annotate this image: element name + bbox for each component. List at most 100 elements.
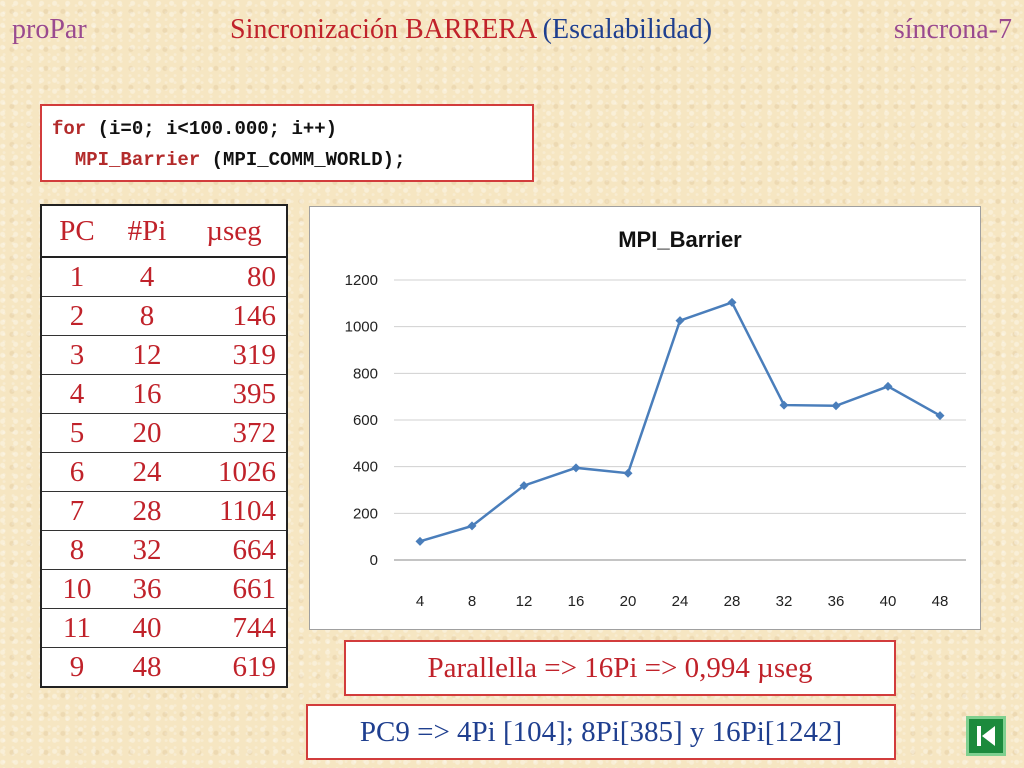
code-keyword-for: for — [52, 118, 87, 140]
data-point — [571, 463, 581, 473]
code-indent — [52, 149, 75, 171]
table-body: 1 4 80 2 8 146 3 12 319 4 16 395 5 20 372 6 24 1026 7 28 110… — [42, 257, 286, 686]
cell-pi: 16 — [112, 374, 182, 414]
data-point — [675, 316, 685, 326]
pc9-note: PC9 => 4Pi [104]; 8Pi[385] y 16Pi[1242] — [306, 704, 896, 760]
table-row: 1 4 80 — [42, 257, 286, 297]
x-tick-label: 12 — [516, 593, 533, 610]
code-loop-header: (i=0; i<100.000; i++) — [86, 118, 338, 140]
table-header-row: PC #Pi µseg — [42, 206, 286, 258]
cell-useg: 619 — [182, 647, 286, 686]
y-tick-label: 200 — [353, 505, 378, 522]
cell-useg: 395 — [182, 374, 286, 414]
data-point — [415, 536, 425, 546]
header-pi: #Pi — [112, 206, 182, 258]
cell-pc: 7 — [42, 491, 112, 531]
cell-useg: 319 — [182, 335, 286, 375]
cell-pi: 12 — [112, 335, 182, 375]
table-row: 2 8 146 — [42, 296, 286, 336]
cell-useg: 146 — [182, 296, 286, 336]
table-row: 3 12 319 — [42, 335, 286, 375]
table-row: 9 48 619 — [42, 647, 286, 686]
y-tick-label: 1200 — [345, 272, 378, 289]
data-point — [519, 481, 529, 491]
mpi-barrier-chart: MPI_Barrier 0 200 400 600 800 1000 1200 4 8 12 16 20… — [309, 206, 981, 630]
cell-pi: 8 — [112, 296, 182, 336]
results-table-grid: PC #Pi µseg 1 4 80 2 8 146 3 12 319 4 16 395 5 20 372 6… — [42, 206, 286, 686]
cell-pi: 48 — [112, 647, 182, 686]
x-tick-label: 24 — [672, 593, 689, 610]
slide-title-main: Sincronización BARRERA — [230, 14, 543, 45]
chart-title: MPI_Barrier — [618, 227, 742, 252]
header-useg: µseg — [182, 206, 286, 258]
y-tick-label: 0 — [370, 552, 378, 569]
data-point — [623, 468, 633, 478]
cell-useg: 1104 — [182, 491, 286, 531]
table-row: 8 32 664 — [42, 530, 286, 570]
x-tick-label: 16 — [568, 593, 585, 610]
cell-pi: 20 — [112, 413, 182, 453]
table-row: 6 24 1026 — [42, 452, 286, 492]
header-pc: PC — [42, 206, 112, 258]
cell-pc: 1 — [69, 260, 85, 293]
table-row: 5 20 372 — [42, 413, 286, 453]
x-tick-label: 40 — [880, 593, 897, 610]
cell-pc: 6 — [42, 452, 112, 492]
slide-title: Sincronización BARRERA (Escalabilidad) — [230, 14, 712, 46]
data-point — [727, 297, 737, 307]
cell-pc: 5 — [42, 413, 112, 453]
table-row: 4 16 395 — [42, 374, 286, 414]
y-tick-label: 1000 — [345, 319, 378, 336]
y-tick-label: 600 — [353, 412, 378, 429]
cell-pi: 40 — [112, 608, 182, 648]
parallella-note: Parallella => 16Pi => 0,994 µseg — [344, 640, 896, 696]
code-snippet: for (i=0; i<100.000; i++) MPI_Barrier (M… — [40, 104, 534, 182]
y-tick-label: 800 — [353, 365, 378, 382]
cell-useg: 664 — [182, 530, 286, 570]
data-point — [883, 381, 893, 391]
cell-pc: 2 — [42, 296, 112, 336]
cell-useg: 661 — [182, 569, 286, 609]
cell-pc: 3 — [42, 335, 112, 375]
cell-pi: 24 — [112, 452, 182, 492]
x-tick-label: 4 — [416, 593, 424, 610]
cell-pi: 4 — [139, 260, 155, 293]
x-tick-label: 8 — [468, 593, 476, 610]
cell-pc: 8 — [42, 530, 112, 570]
table-row: 10 36 661 — [42, 569, 286, 609]
cell-useg: 80 — [247, 260, 276, 293]
cell-useg: 1026 — [182, 452, 286, 492]
code-function-name: MPI_Barrier — [74, 149, 201, 171]
x-tick-label: 28 — [724, 593, 741, 610]
cell-pc: 11 — [42, 608, 112, 648]
skip-to-first-icon — [977, 726, 995, 746]
code-line-2: MPI_Barrier (MPI_COMM_WORLD); — [52, 145, 522, 176]
x-tick-label: 48 — [932, 593, 949, 610]
cell-pi: 28 — [112, 491, 182, 531]
series-line — [419, 300, 941, 543]
cell-pi: 36 — [112, 569, 182, 609]
cell-pi: 32 — [112, 530, 182, 570]
cell-useg: 744 — [182, 608, 286, 648]
y-tick-label: 400 — [353, 459, 378, 476]
nav-first-button[interactable] — [966, 716, 1006, 756]
code-line-1: for (i=0; i<100.000; i++) — [52, 114, 522, 145]
results-table: PC #Pi µseg 1 4 80 2 8 146 3 12 319 4 16 395 5 20 372 6… — [40, 204, 288, 688]
data-point — [779, 400, 789, 410]
title-bar: proPar Sincronización BARRERA (Escalabil… — [0, 0, 1024, 60]
x-tick-label: 32 — [776, 593, 793, 610]
data-point — [935, 411, 945, 421]
table-row: 7 28 1104 — [42, 491, 286, 531]
cell-useg: 372 — [182, 413, 286, 453]
course-label: proPar — [12, 14, 87, 45]
x-tick-label: 20 — [620, 593, 637, 610]
cell-pc: 9 — [42, 647, 112, 686]
slide-section-label: síncrona-7 — [893, 14, 1012, 45]
data-point — [831, 401, 841, 411]
x-tick-label: 36 — [828, 593, 845, 610]
table-row: 11 40 744 — [42, 608, 286, 648]
cell-pc: 4 — [42, 374, 112, 414]
slide-title-paren: (Escalabilidad) — [542, 14, 713, 45]
data-point — [467, 521, 477, 531]
